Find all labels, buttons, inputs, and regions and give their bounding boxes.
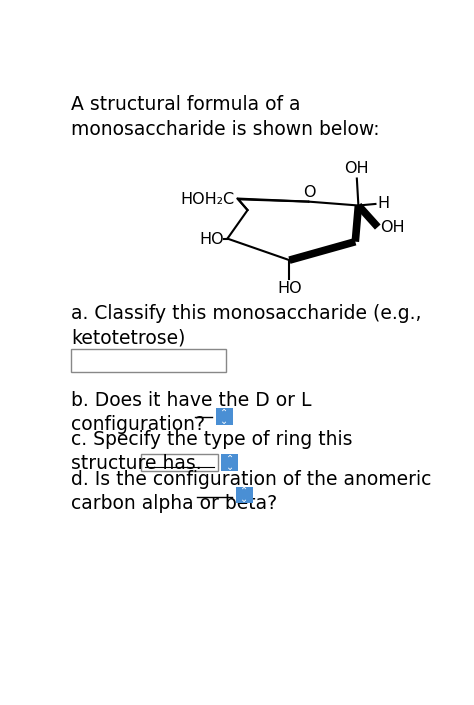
Text: O: O	[303, 185, 316, 200]
Bar	[141, 454, 218, 471]
Text: a. Classify this monosaccharide (e.g.,
ketotetrose): a. Classify this monosaccharide (e.g., k…	[71, 304, 421, 348]
Text: HO: HO	[200, 232, 224, 247]
Text: ⌃
⌄: ⌃ ⌄	[220, 407, 228, 426]
Text: ⌃
⌄: ⌃ ⌄	[240, 486, 248, 504]
Text: OH: OH	[345, 161, 369, 176]
Text: A structural formula of a
monosaccharide is shown below:: A structural formula of a monosaccharide…	[71, 95, 380, 140]
Text: c. Specify the type of ring this
structure has.: c. Specify the type of ring this structu…	[71, 429, 352, 473]
Text: HOH₂C: HOH₂C	[180, 192, 235, 207]
Text: d. Is the configuration of the anomeric
carbon alpha or beta?: d. Is the configuration of the anomeric …	[71, 470, 431, 513]
Bar	[236, 486, 253, 503]
Text: b. Does it have the D or L
configuration?: b. Does it have the D or L configuration…	[71, 391, 311, 434]
Bar	[221, 454, 238, 471]
Text: HO: HO	[277, 281, 302, 296]
Text: OH: OH	[380, 221, 405, 235]
Bar	[71, 349, 226, 372]
Bar	[216, 408, 233, 425]
Text: H: H	[378, 197, 390, 212]
Text: ⌃
⌄: ⌃ ⌄	[226, 453, 234, 472]
